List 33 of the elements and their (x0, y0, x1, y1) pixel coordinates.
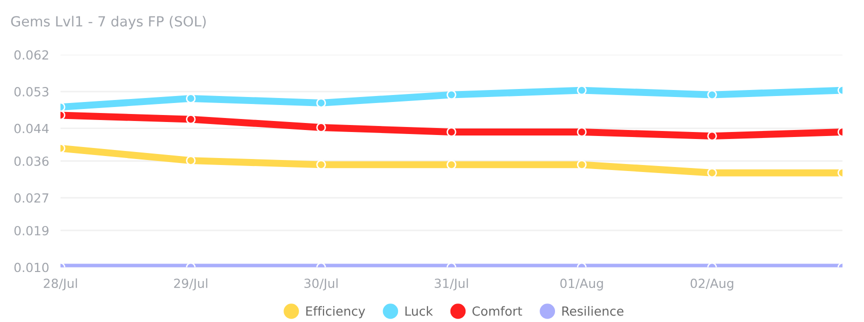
point (446, 90, 456, 100)
point (316, 98, 326, 108)
y-tick-label: 0.053 (14, 86, 48, 96)
x-tick-label: 01/Aug (560, 278, 603, 290)
y-tick-label: 0.036 (14, 156, 49, 166)
y-tick-label: 0.062 (14, 50, 48, 60)
chart-title: Gems Lvl1 - 7 days FP (SOL) (11, 16, 206, 30)
point (446, 127, 456, 137)
y-tick-label: 0.027 (14, 193, 48, 203)
x-tick-label: 30/Jul (304, 278, 338, 290)
point (576, 160, 587, 170)
point (576, 85, 587, 96)
y-tick-label: 0.019 (14, 226, 48, 236)
y-tick-label: 0.044 (14, 124, 49, 134)
point (707, 168, 717, 178)
point (707, 131, 717, 141)
legend-label: Efficiency (306, 306, 366, 318)
x-tick-label: 28/Jul (44, 278, 77, 290)
point (316, 160, 326, 170)
point (576, 127, 587, 137)
x-tick-label: 29/Jul (174, 278, 208, 290)
x-tick-label: 02/Aug (690, 278, 734, 290)
point (707, 90, 717, 100)
point (446, 160, 456, 170)
point (316, 122, 326, 132)
point (186, 94, 196, 104)
x-tick-label: 31/Jul (434, 278, 468, 290)
legend-label: Luck (405, 306, 433, 316)
legend-label: Comfort (472, 306, 522, 316)
point (186, 114, 196, 124)
y-tick-label: 0.010 (14, 262, 49, 272)
legend-label: Resilience (562, 306, 624, 316)
point (186, 156, 196, 166)
